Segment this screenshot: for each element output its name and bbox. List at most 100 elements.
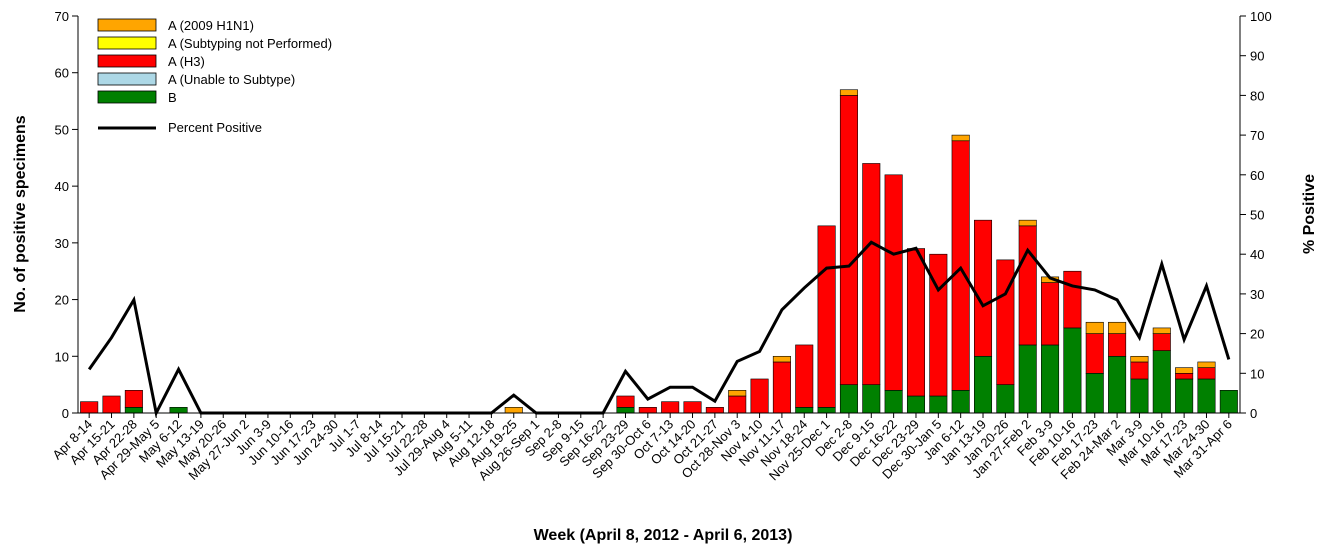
bar-a-h3-37 [906,248,926,397]
bars-layer [80,89,1238,414]
bar-a-h3-26 [661,401,680,414]
bar-b-24 [616,407,635,414]
y2-axis-title: % Positive [1301,174,1318,254]
legend-swatch-b [97,90,157,104]
bar-a-h3-44 [1063,270,1082,329]
bar-a-h3-41 [996,259,1015,385]
bar-b-42 [1018,344,1037,414]
bar-a-h3-29 [728,395,747,414]
bar-a-2009-h1n1-39 [951,134,970,142]
bar-a-h3-47 [1130,361,1149,380]
bar-b-41 [996,384,1015,414]
legend-swatch-a-unable-to-subtype [97,72,157,86]
bar-b-32 [795,407,814,414]
legend-label-a-subtyping-not-performed: A (Subtyping not Performed) [168,36,332,51]
bar-b-37 [906,395,926,414]
bar-a-h3-39 [951,140,970,391]
bar-a-h3-46 [1108,333,1127,357]
bar-b-33 [817,407,836,414]
legend-label-a-unable-to-subtype: A (Unable to Subtype) [168,72,295,87]
bar-a-h3-49 [1175,372,1194,380]
bar-b-50 [1197,378,1216,414]
y2-tick-label-0: 0 [1250,406,1257,421]
bar-a-h3-25 [638,407,657,414]
bar-a-2009-h1n1-49 [1175,367,1194,374]
bar-a-h3-33 [817,225,836,408]
bar-a-h3-35 [862,163,881,385]
bar-a-2009-h1n1-50 [1197,361,1216,368]
bar-b-51 [1219,390,1238,414]
bar-b-44 [1063,327,1082,414]
legend-swatch-a-subtyping-not-performed [97,36,157,50]
y2-tick-label-50: 50 [1250,208,1264,223]
bar-a-2009-h1n1-47 [1130,355,1149,363]
bar-a-h3-31 [772,361,791,414]
y2-tick-label-30: 30 [1250,287,1264,302]
bar-b-46 [1108,355,1127,414]
y-axis-title: No. of positive specimens [12,115,29,312]
legend-swatch-a-2009-h1n1 [97,18,157,32]
bar-a-h3-40 [973,219,993,357]
y-tick-label-10: 10 [55,349,69,364]
x-axis-title: Week (April 8, 2012 - April 6, 2013) [534,527,793,544]
legend-label-percent-positive: Percent Positive [168,120,262,135]
y2-tick-label-60: 60 [1250,168,1264,183]
y-tick-label-60: 60 [55,66,69,81]
y2-tick-label-40: 40 [1250,247,1264,262]
y-tick-label-30: 30 [55,236,69,251]
bar-a-h3-42 [1018,225,1037,346]
y2-tick-label-90: 90 [1250,49,1264,64]
bar-a-2009-h1n1-42 [1018,219,1037,227]
bar-a-2009-h1n1-48 [1152,327,1171,334]
y2-tick-label-80: 80 [1250,88,1264,103]
bar-a-h3-24 [616,395,635,408]
legend-label-a-2009-h1n1: A (2009 H1N1) [168,18,254,33]
bar-a-2009-h1n1-45 [1085,321,1104,334]
bar-b-47 [1130,378,1149,414]
bar-a-2009-h1n1-31 [772,355,791,363]
bar-b-39 [951,390,970,414]
legend: A (2009 H1N1) A (Subtyping not Performed)… [97,18,332,135]
bar-b-36 [884,390,903,414]
legend-label-b: B [168,90,177,105]
y-tick-label-50: 50 [55,122,69,137]
bar-a-h3-30 [750,378,769,414]
bar-b-38 [929,395,948,414]
bar-b-43 [1041,344,1060,414]
legend-swatch-a-h3 [97,54,157,68]
bar-a-2009-h1n1-34 [839,89,858,96]
y-tick-label-20: 20 [55,293,69,308]
bar-a-h3-45 [1085,333,1104,374]
bar-a-h3-28 [705,407,724,414]
y2-tick-label-100: 100 [1250,9,1272,24]
y-tick-label-40: 40 [55,179,69,194]
bar-b-45 [1085,372,1104,414]
bar-b-49 [1175,378,1194,414]
bar-a-h3-38 [929,253,948,397]
y2-tick-label-10: 10 [1250,366,1264,381]
y2-tick-label-20: 20 [1250,327,1264,342]
bar-a-h3-34 [839,95,858,385]
bar-a-h3-1 [102,395,121,414]
bar-a-h3-48 [1152,333,1171,351]
bar-a-h3-2 [124,390,143,408]
bar-a-h3-36 [884,174,903,391]
bar-b-35 [862,384,881,414]
y2-tick-label-70: 70 [1250,128,1264,143]
y-tick-label-0: 0 [62,406,69,421]
y-tick-label-70: 70 [55,9,69,24]
bar-a-h3-27 [683,401,702,414]
bar-b-48 [1152,350,1171,414]
legend-label-a-h3: A (H3) [168,54,205,69]
bar-a-h3-0 [80,401,99,414]
bar-a-h3-32 [795,344,814,408]
bar-a-2009-h1n1-19 [504,407,523,414]
bar-a-h3-43 [1041,282,1060,346]
bar-a-2009-h1n1-29 [728,390,747,397]
bar-b-2 [124,407,143,414]
bar-b-4 [169,407,188,414]
bar-b-34 [839,384,858,414]
bar-a-h3-50 [1197,367,1216,380]
bar-a-2009-h1n1-46 [1108,321,1127,334]
